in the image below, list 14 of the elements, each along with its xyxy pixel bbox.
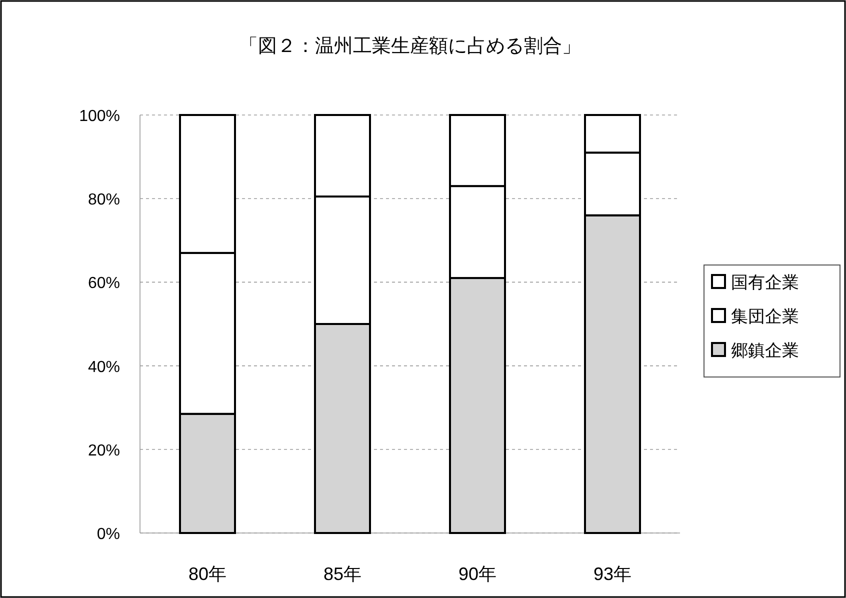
legend-label: 国有企業 [731, 273, 799, 292]
y-tick-label: 0% [96, 526, 120, 543]
x-tick-label: 80年 [188, 564, 227, 584]
legend-label: 郷鎮企業 [731, 341, 799, 360]
y-tick-label: 40% [88, 358, 120, 376]
chart-title: 「図２：温州工業生産額に占める割合」 [239, 35, 581, 57]
y-tick-label: 80% [88, 192, 120, 209]
x-tick-label: 90年 [458, 564, 497, 584]
y-tick-label: 100% [79, 108, 120, 125]
y-tick-label: 20% [88, 442, 120, 460]
y-tick-label: 60% [88, 275, 120, 292]
x-tick-label: 85年 [323, 564, 362, 584]
x-tick-label: 93年 [593, 564, 632, 584]
legend-label: 集団企業 [731, 307, 799, 326]
